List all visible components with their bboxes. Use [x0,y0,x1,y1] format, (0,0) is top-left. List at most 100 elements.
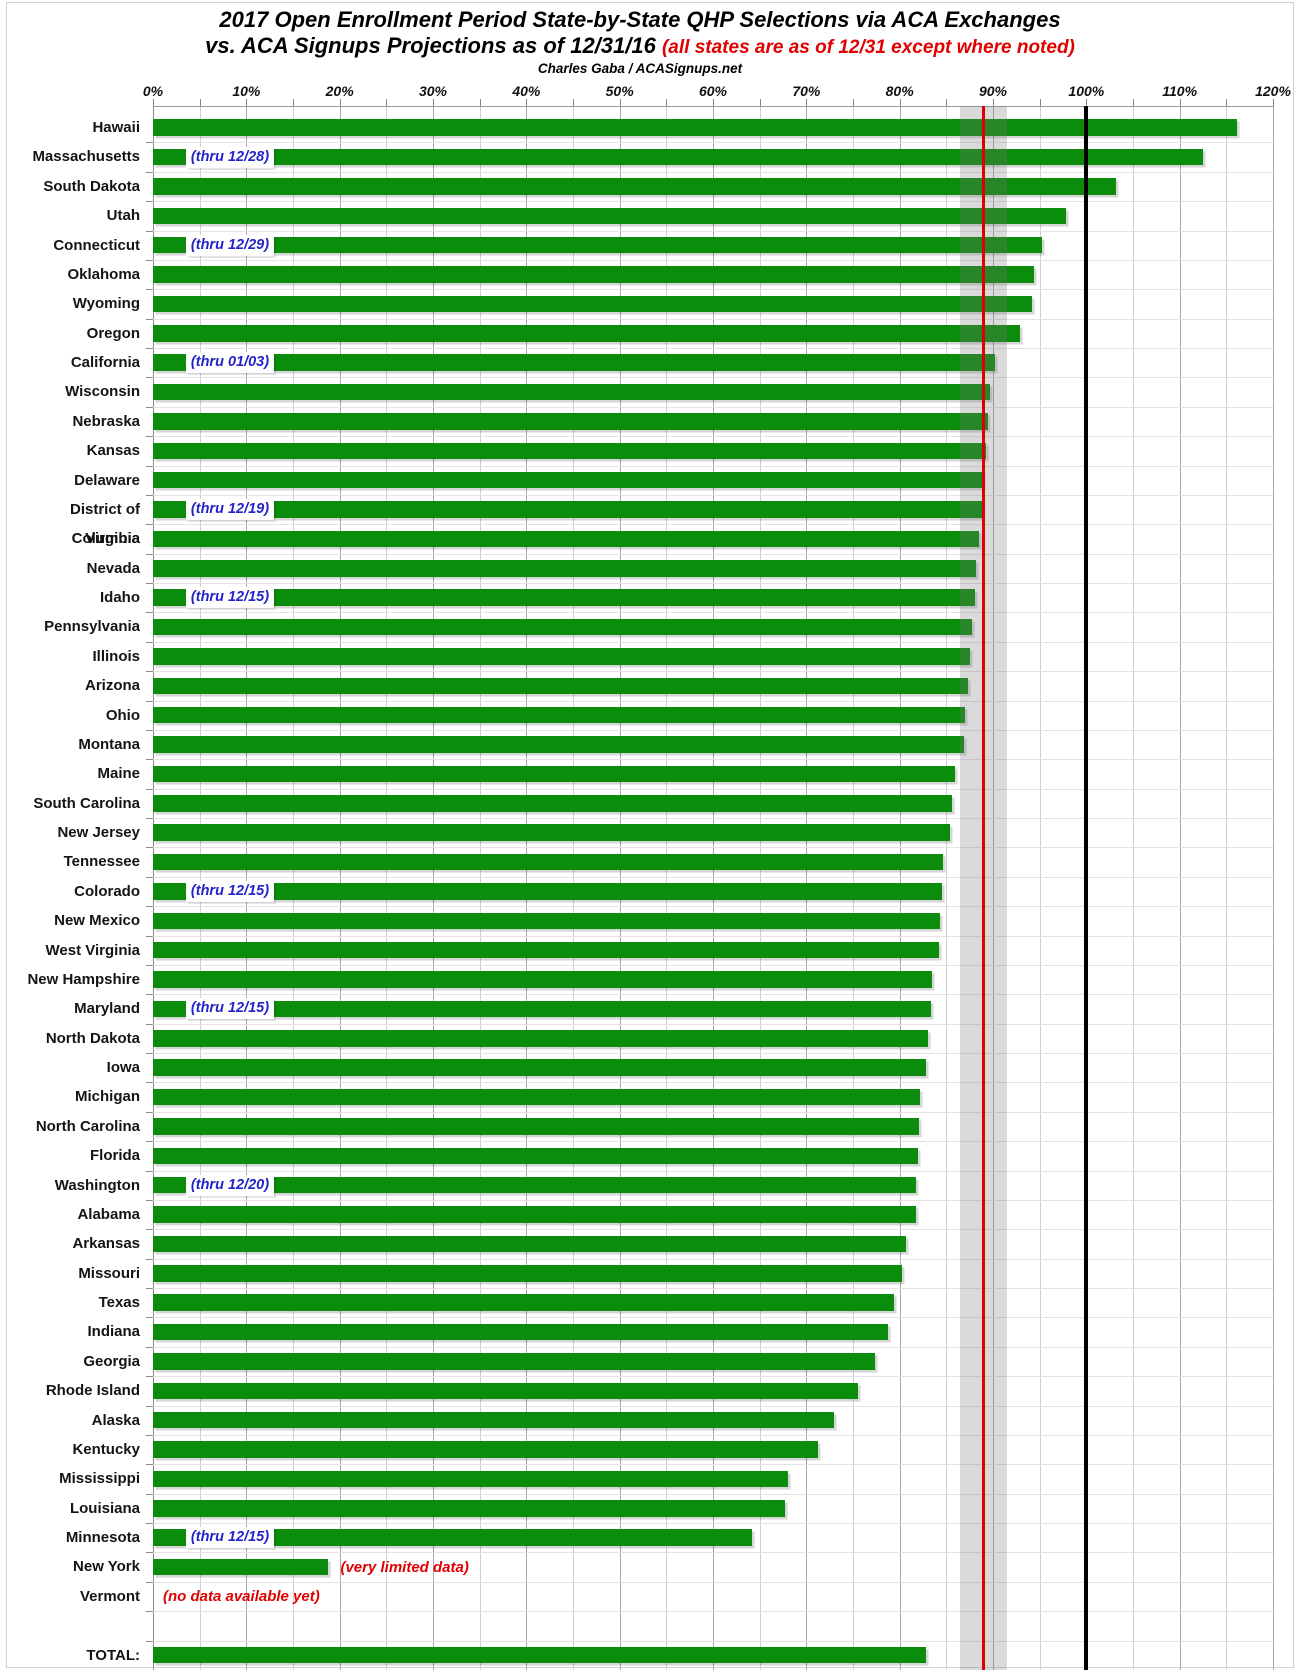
state-bar [153,853,943,871]
state-label: Washington [54,1176,140,1194]
y-axis-tick [146,583,153,585]
bar-note-thru: (thru 12/20) [186,1174,274,1196]
state-bar [153,471,983,489]
row-separator [153,289,1273,291]
x-axis-tick-label: 10% [232,83,261,99]
row-separator [153,1288,1273,1290]
bar-note-thru: (thru 12/28) [186,146,274,168]
y-axis-tick [146,318,153,320]
x-axis-tick-label: 120% [1255,83,1291,99]
state-bar [153,325,1021,342]
x-axis-tick-label: 60% [698,83,728,99]
state-label: Georgia [83,1352,140,1370]
total-bar [153,1646,926,1664]
y-axis-tick [146,1288,153,1290]
row-separator [153,1464,1273,1466]
x-tickmark [946,99,948,106]
row-separator [153,641,1273,643]
state-bar [153,1030,928,1047]
row-separator [153,1405,1273,1407]
state-bar [153,1558,329,1576]
state-bar [153,383,991,401]
row-separator [153,612,1273,614]
bar-note-thru: (thru 12/19) [186,499,274,521]
row-separator [153,1170,1273,1172]
y-axis-tick [146,1346,153,1348]
y-axis-tick [146,1229,153,1231]
y-axis-tick [146,1170,153,1172]
state-label: West Virginia [45,941,140,959]
row-separator [153,348,1273,349]
bar-note-thru: (thru 12/15) [186,1527,274,1549]
state-bar [153,119,1237,136]
y-axis-tick [146,906,153,908]
row-separator [153,759,1273,761]
y-axis-tick [146,847,153,849]
y-axis-tick [146,436,153,438]
state-label: New Hampshire [27,970,140,988]
y-axis-tick [146,1111,153,1113]
y-axis-tick [146,818,153,820]
row-separator [153,1141,1273,1143]
state-bar [153,1235,907,1253]
y-axis-tick [146,1640,153,1642]
state-bar [153,795,952,812]
row-separator [153,230,1273,232]
x-tickmark [666,99,668,106]
x-axis-tick-label: 80% [885,83,914,99]
row-separator [153,494,1273,496]
state-label: Oregon [86,324,140,342]
row-separator [153,142,1273,144]
row-separator [153,729,1273,731]
x-tickmark [246,99,248,106]
state-bar [153,1000,932,1018]
x-tickmark [759,99,761,106]
chart-title: 2017 Open Enrollment Period State-by-Sta… [219,7,1061,32]
state-bar [153,736,965,753]
state-bar [153,706,965,724]
plot-top-border [153,106,1274,107]
x-axis-tick-label: 90% [978,83,1008,99]
state-bar [153,413,989,430]
x-tickmark [1273,99,1274,106]
state-label: Florida [89,1147,140,1165]
y-axis-tick [146,729,153,731]
state-label: Wyoming [72,295,140,313]
state-bar [153,207,1066,225]
y-axis-tick [146,788,153,790]
row-separator [153,1199,1273,1201]
state-label: Arkansas [72,1235,140,1253]
state-label: Iowa [106,1059,140,1077]
row-separator [153,1434,1273,1436]
row-separator [153,406,1273,408]
row-separator [153,259,1273,261]
row-separator [153,1258,1273,1260]
state-bar [153,1441,818,1458]
x-gridline [946,106,948,1670]
y-axis-tick [146,348,153,349]
x-tickmark [293,99,294,106]
row-separator [153,906,1273,908]
state-label: New Mexico [54,912,140,930]
y-axis-tick [146,494,153,496]
state-label: Connecticut [53,236,140,254]
chart-subtitle-text: vs. ACA Signups Projections as of 12/31/… [205,33,656,58]
x-axis-tick-label: 30% [418,83,448,99]
state-bar [153,618,973,636]
row-separator [153,1317,1273,1319]
x-gridline [1226,106,1228,1670]
state-bar [153,1088,921,1106]
state-label: Virginia [85,530,140,548]
state-bar [153,883,942,900]
row-separator [153,201,1273,203]
state-label: Massachusetts [32,148,140,166]
chart-subtitle-note: (all states are as of 12/31 except where… [661,37,1075,58]
y-axis-tick [146,289,153,291]
x-tickmark [1179,99,1181,106]
state-bar [153,1500,785,1517]
state-bar [153,1382,858,1400]
state-label: Louisiana [69,1499,140,1517]
state-label: Minnesota [65,1529,140,1547]
x-axis-tick-label: 20% [325,83,354,99]
chart-subtitle: vs. ACA Signups Projections as of 12/31/… [0,33,1280,61]
